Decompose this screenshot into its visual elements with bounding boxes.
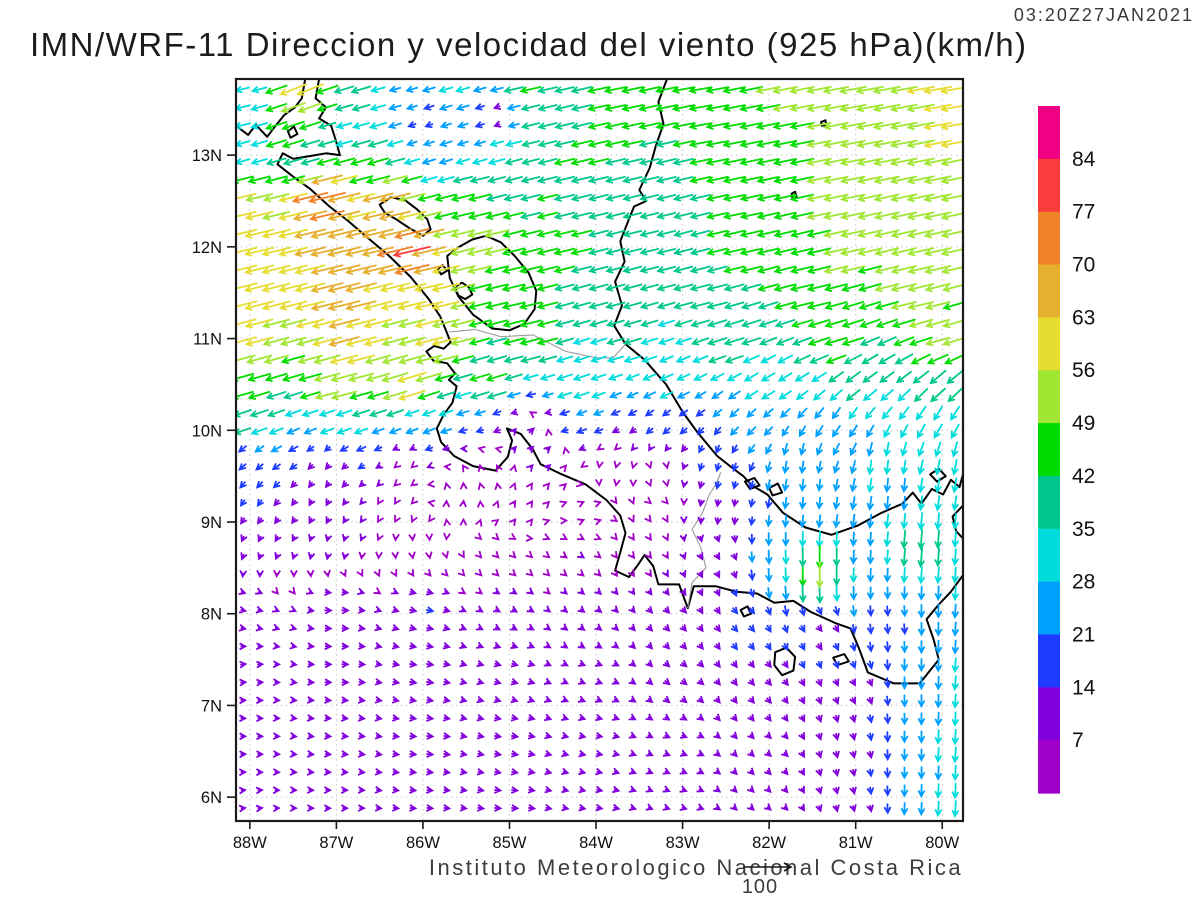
coastline-path (768, 482, 784, 497)
lon-tick-label: 81W (839, 834, 873, 852)
colorbar-segment (1038, 264, 1060, 318)
colorbar-segment (1038, 370, 1060, 424)
colorbar: 84 77 70 63 56 49 42 35 28 21 14 7 (1038, 106, 1096, 794)
lat-tick-label: 8N (201, 606, 222, 624)
axes (227, 154, 944, 829)
coastline-path (276, 79, 963, 685)
colorbar-tick-label: 35 (1072, 518, 1095, 541)
colorbar-tick-label: 49 (1072, 412, 1095, 435)
wind-arrows (236, 85, 963, 605)
coastline-path (286, 125, 299, 139)
wind-arrows (238, 102, 874, 813)
coastline-path (832, 653, 850, 667)
colorbar-segment (1038, 423, 1060, 477)
colorbar-tick-label: 63 (1072, 306, 1095, 329)
coastline-path (773, 646, 797, 677)
graticule (236, 79, 963, 821)
wind-arrows (292, 174, 447, 347)
colorbar-segment (1038, 211, 1060, 266)
map-frame (234, 77, 965, 823)
wind-arrows (392, 245, 431, 258)
colorbar-tick-label: 42 (1072, 465, 1095, 488)
country-borders (448, 328, 722, 609)
lat-tick-label: 12N (192, 239, 222, 257)
coastline-path (820, 119, 828, 127)
coastline-path (378, 196, 432, 237)
colorbar-tick-label: 28 (1072, 571, 1095, 594)
border-path (448, 328, 626, 359)
coastline-path (613, 79, 963, 536)
colorbar-segment (1038, 158, 1060, 213)
coastline-path (743, 477, 761, 490)
axis-labels: 88W 87W 86W 85W 84W 83W 82W 81W 80W 13N 12N 11N 10N 9… (192, 147, 960, 852)
wind-vector-field (236, 83, 963, 818)
wind-arrows (254, 85, 960, 817)
footer-caption: Instituto Meteorologico Nacional Costa R… (428, 855, 964, 880)
lon-tick-label: 87W (319, 834, 353, 852)
wind-arrows (236, 85, 961, 818)
coastline-path (951, 504, 963, 540)
colorbar-segment (1038, 528, 1060, 583)
lon-tick-label: 86W (406, 834, 440, 852)
lon-tick-label: 80W (925, 834, 959, 852)
colorbar-tick-label: 70 (1072, 254, 1095, 277)
lon-tick-label: 84W (579, 834, 613, 852)
wind-arrows (236, 84, 963, 588)
border-path (687, 472, 722, 609)
colorbar-tick-label: 77 (1072, 201, 1095, 224)
lat-tick-label: 6N (201, 789, 222, 807)
lat-tick-label: 13N (192, 147, 222, 165)
colorbar-segment (1038, 475, 1060, 530)
colorbar-segment (1038, 581, 1060, 636)
colorbar-segment (1038, 687, 1060, 741)
wind-arrows (236, 85, 963, 589)
lat-tick-label: 11N (193, 331, 222, 349)
coastline-path (236, 79, 307, 138)
colorbar-tick-label: 56 (1072, 359, 1095, 382)
colorbar-segment (1038, 634, 1060, 688)
wind-arrows (271, 411, 688, 595)
lon-tick-label: 83W (666, 834, 700, 852)
coastlines (236, 79, 963, 685)
wind-arrows (291, 191, 430, 276)
colorbar-tick-label: 21 (1072, 623, 1095, 646)
coastline-path (454, 281, 474, 301)
wind-arrows (236, 83, 963, 401)
lon-tick-label: 82W (752, 834, 786, 852)
colorbar-tick-label: 84 (1072, 148, 1096, 171)
lat-tick-label: 10N (192, 422, 222, 440)
lat-tick-label: 9N (201, 514, 222, 532)
coastline-path (739, 605, 752, 618)
lon-tick-label: 85W (493, 834, 527, 852)
colorbar-tick-label: 7 (1072, 729, 1084, 752)
coastline-path (929, 467, 947, 483)
colorbar-tick-label: 14 (1072, 676, 1096, 699)
coastline-path (436, 264, 449, 276)
reference-vector-value: 100 (741, 876, 779, 898)
valid-time-label: 03:20Z27JAN2021 (1013, 5, 1194, 25)
colorbar-segment (1038, 740, 1060, 794)
coastline-path (790, 190, 798, 201)
lat-tick-label: 7N (201, 697, 222, 715)
lon-tick-label: 88W (233, 834, 267, 852)
wind-arrows (237, 103, 909, 815)
colorbar-segment (1038, 317, 1060, 371)
colorbar-segment (1038, 106, 1060, 160)
chart-title: IMN/WRF-11 Direccion y velocidad del vie… (30, 26, 1028, 63)
coastline-path (446, 234, 538, 332)
